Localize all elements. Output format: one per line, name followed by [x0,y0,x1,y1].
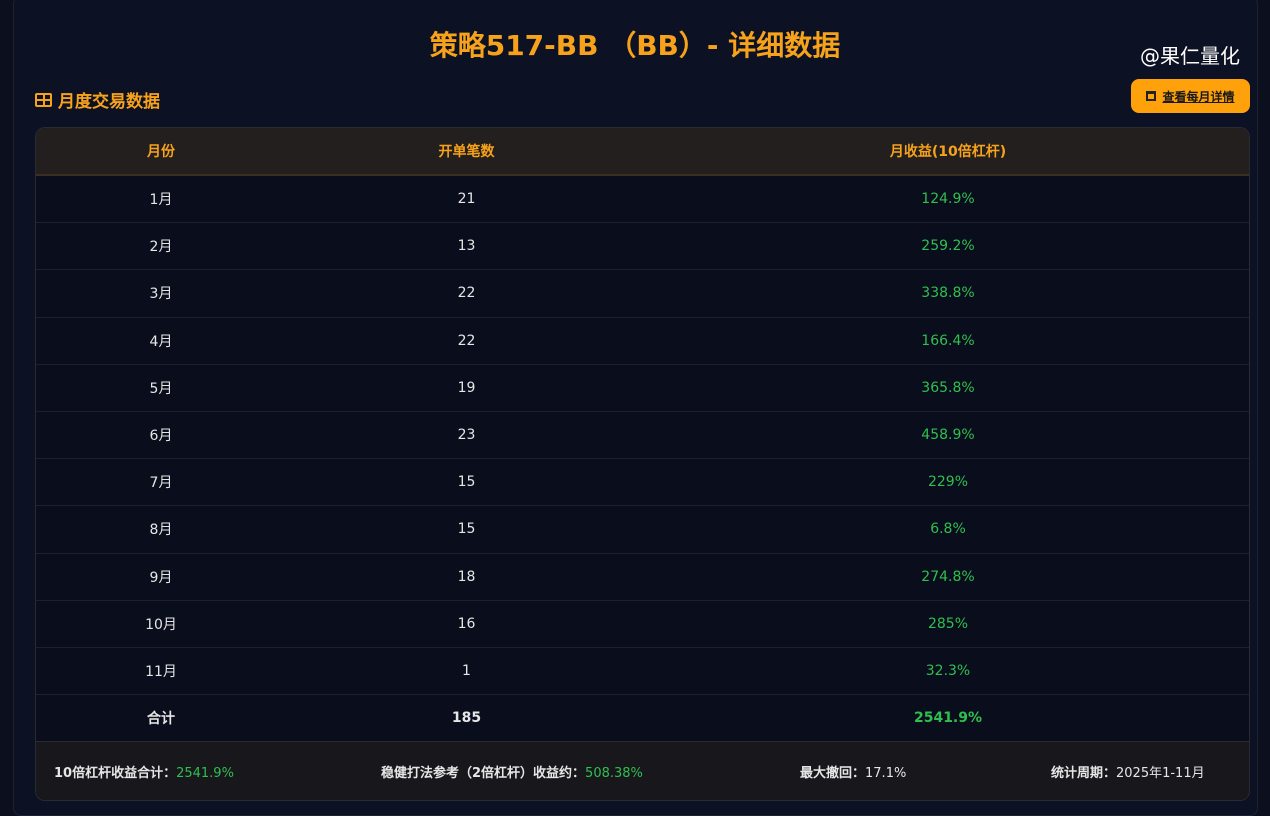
month-cell: 6月 [149,428,173,445]
calendar-icon [1146,91,1157,101]
table-row: 9月 18 274.8% [36,554,1249,601]
total-row: 合计 185 2541.9% [36,695,1249,743]
return-cell: 124.9% [921,191,975,208]
page-title: 策略517-BB （BB）- 详细数据 [429,29,841,62]
table-header: 月份 开单笔数 月收益(10倍杠杆) [36,128,1249,176]
return-cell: 6.8% [930,521,966,538]
return-cell: 32.3% [925,662,971,679]
table-row: 10月 16 285% [36,601,1249,648]
table-row: 3月 22 338.8% [36,270,1249,318]
month-cell: 2月 [149,239,173,256]
section-title: 月度交易数据 [58,92,160,112]
return-cell: 166.4% [921,332,975,349]
col-month: 月份 [147,144,175,160]
view-monthly-details-button[interactable]: 查看每月详情 [1131,79,1250,113]
table-row: 5月 19 365.8% [36,365,1249,412]
table-body: 1月 21 124.9% 2月 13 259.2% 3月 22 338.8% 4月 22 166.4%… [36,176,1249,696]
trades-cell: 22 [457,285,476,302]
period-stat: 统计周期：2025年1-11月 [1051,762,1205,781]
trades-cell: 15 [457,521,476,538]
button-label: 查看每月详情 [1162,89,1235,104]
month-cell: 9月 [149,569,173,586]
trades-cell: 22 [457,332,476,349]
month-cell: 11月 [145,663,177,680]
total-trades: 185 [451,710,482,727]
return-cell: 285% [927,615,969,632]
period-label: 统计周期： [1051,765,1117,781]
table-row: 4月 22 166.4% [36,318,1249,365]
trades-cell: 13 [457,238,476,255]
return-cell: 259.2% [921,238,975,255]
safe-label: 稳健打法参考（2倍杠杆）收益约： [381,765,586,781]
return-cell: 229% [927,474,969,491]
section-header: 月度交易数据 [35,87,160,112]
month-cell: 4月 [149,333,173,350]
table-row: 8月 15 6.8% [36,506,1249,554]
col-trades: 开单笔数 [438,144,495,160]
summary-footer: 10倍杠杆收益合计：2541.9% 稳健打法参考（2倍杠杆）收益约：508.38… [36,741,1249,800]
table-row: 11月 1 32.3% [36,648,1249,696]
sum-stat: 10倍杠杆收益合计：2541.9% [54,762,234,781]
sum-value: 2541.9% [176,765,234,781]
return-cell: 458.9% [921,427,975,444]
month-cell: 3月 [149,286,173,303]
safe-value: 508.38% [585,765,643,781]
trades-cell: 15 [457,474,476,491]
table-row: 1月 21 124.9% [36,176,1249,224]
trades-cell: 16 [457,615,476,632]
table-icon [35,92,52,107]
trades-cell: 18 [457,568,476,585]
table-row: 2月 13 259.2% [36,223,1249,271]
drawdown-value: 17.1% [865,765,907,781]
month-cell: 10月 [145,616,177,633]
safe-stat: 稳健打法参考（2倍杠杆）收益约：508.38% [381,762,643,781]
trades-cell: 1 [462,662,471,679]
return-cell: 338.8% [921,285,975,302]
return-cell: 365.8% [921,379,975,396]
drawdown-stat: 最大撤回：17.1% [800,762,906,781]
month-cell: 8月 [149,522,173,539]
table-row: 7月 15 229% [36,459,1249,507]
col-return: 月收益(10倍杠杆) [889,144,1007,160]
table-row: 6月 23 458.9% [36,412,1249,460]
monthly-table: 月份 开单笔数 月收益(10倍杠杆) 1月 21 124.9% 2月 13 259.2% 3… [35,127,1250,801]
drawdown-label: 最大撤回： [800,765,866,781]
sum-label: 10倍杠杆收益合计： [54,765,177,781]
watermark: @果仁量化 [1140,44,1240,68]
month-cell: 7月 [149,475,173,492]
trades-cell: 21 [457,191,476,208]
month-cell: 1月 [149,192,173,209]
trades-cell: 19 [457,379,476,396]
period-value: 2025年1-11月 [1116,765,1205,781]
trades-cell: 23 [457,427,476,444]
total-label: 合计 [147,711,175,728]
month-cell: 5月 [149,380,173,397]
total-return: 2541.9% [913,710,983,727]
return-cell: 274.8% [921,568,975,585]
